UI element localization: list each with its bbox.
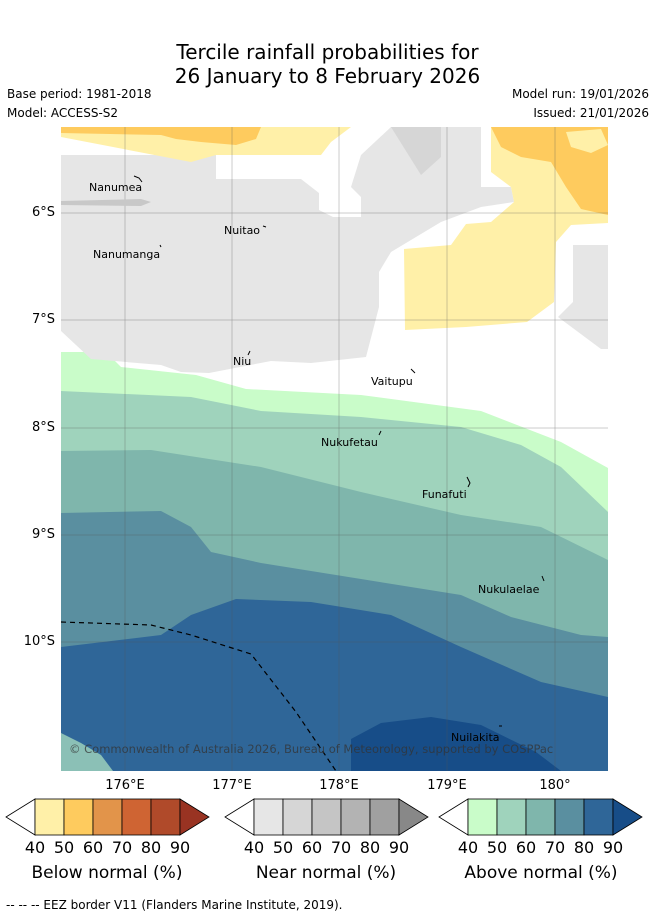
colorbar-tick: 60: [301, 838, 323, 857]
below-normal-ne3: [566, 129, 608, 153]
colorbar-below-normal: [5, 798, 210, 836]
colorbar-tick: 50: [53, 838, 75, 857]
near-normal-se: [558, 245, 608, 349]
lon-label: 178°E: [319, 778, 359, 793]
title-line-1: Tercile rainfall probabilities for: [176, 40, 479, 64]
colorbars: [5, 798, 643, 836]
colorbar-tick: 80: [359, 838, 381, 857]
colorbar-tick: 60: [515, 838, 537, 857]
lat-label: 10°S: [23, 634, 55, 649]
eez-legend: -- -- -- EEZ border V11 (Flanders Marine…: [6, 898, 343, 912]
colorbar-extend-high: [612, 798, 643, 836]
nanumea-reef: [61, 199, 151, 206]
lon-label: 176°E: [105, 778, 145, 793]
colorbar-tick: 40: [24, 838, 46, 857]
colorbar-segment: [150, 798, 181, 836]
colorbar-extend-low: [224, 798, 255, 836]
title-line-2: 26 January to 8 February 2026: [174, 64, 481, 88]
lat-label: 9°S: [31, 527, 55, 542]
colorbar-tick: 70: [330, 838, 352, 857]
colorbar-segment: [311, 798, 342, 836]
colorbar-segment: [92, 798, 123, 836]
map-title: Tercile rainfall probabilities for 26 Ja…: [0, 40, 655, 88]
colorbar-label-below: Below normal (%): [31, 863, 183, 883]
probability-map: Nanumea Nuitao Nanumanga Niu Vaitupu Nuk…: [61, 127, 608, 771]
colorbar-extend-low: [5, 798, 36, 836]
colorbar-extend-low: [438, 798, 469, 836]
island-label: Nanumanga: [93, 248, 160, 261]
colorbar-segment: [496, 798, 527, 836]
lon-label: 180°: [539, 778, 571, 793]
island-label: Nuitao: [224, 224, 260, 237]
near-normal-region: [61, 127, 514, 373]
colorbar-tick: 90: [602, 838, 624, 857]
island-marks: [133, 175, 545, 727]
issued-date: Issued: 21/01/2026: [533, 106, 649, 120]
colorbar-segment: [282, 798, 313, 836]
island-label: Nanumea: [89, 181, 142, 194]
colorbar-above-normal: [438, 798, 643, 836]
colorbar-tick: 70: [544, 838, 566, 857]
below-normal-n2: [61, 127, 261, 145]
island-label: Nukulaelae: [478, 583, 540, 596]
colorbar-tick: 50: [486, 838, 508, 857]
colorbar-label-above: Above normal (%): [464, 863, 618, 883]
colorbar-label-near: Near normal (%): [255, 863, 397, 883]
colorbar-tick: 80: [140, 838, 162, 857]
below-normal-ne: [404, 127, 608, 330]
island-label: Funafuti: [422, 488, 467, 501]
colorbar-near-normal: [224, 798, 429, 836]
colorbar-tick: 80: [573, 838, 595, 857]
above-normal-40-50-sw: [61, 733, 113, 771]
colorbar-tick: 50: [272, 838, 294, 857]
model-name: Model: ACCESS-S2: [7, 106, 119, 120]
colorbar-tick: 90: [388, 838, 410, 857]
map-canvas: Nanumea Nuitao Nanumanga Niu Vaitupu Nuk…: [61, 127, 608, 771]
lat-label: 6°S: [31, 205, 55, 220]
colorbar-extend-high: [179, 798, 210, 836]
island-label: Nuilakita: [451, 731, 500, 744]
lat-label: 7°S: [31, 312, 55, 327]
colorbar-segment: [63, 798, 94, 836]
colorbar-segment: [583, 798, 614, 836]
island-label: Niu: [233, 355, 251, 368]
base-period: Base period: 1981-2018: [7, 87, 152, 101]
copyright-watermark: © Commonwealth of Australia 2026, Bureau…: [69, 742, 553, 756]
colorbar-tick: 70: [111, 838, 133, 857]
colorbar-tick: 40: [243, 838, 265, 857]
eez-border: [61, 621, 337, 771]
above-normal-90: [351, 717, 561, 771]
colorbar-segment: [34, 798, 65, 836]
lat-label: 8°S: [31, 420, 55, 435]
lon-label: 179°E: [427, 778, 467, 793]
colorbar-segment: [525, 798, 556, 836]
colorbar-tick: 40: [457, 838, 479, 857]
colorbar-segment: [253, 798, 284, 836]
island-label: Nukufetau: [321, 436, 378, 449]
colorbar-segment: [121, 798, 152, 836]
colorbar-segment: [467, 798, 498, 836]
graticule: [61, 127, 608, 771]
colorbar-extend-high: [398, 798, 429, 836]
below-normal-n: [61, 127, 351, 162]
colorbar-segment: [554, 798, 585, 836]
near-normal-darker: [391, 127, 441, 175]
colorbar-tick: 90: [169, 838, 191, 857]
colorbar-segment: [340, 798, 371, 836]
model-run: Model run: 19/01/2026: [511, 87, 649, 101]
lon-label: 177°E: [212, 778, 252, 793]
island-label: Vaitupu: [371, 375, 413, 388]
colorbar-tick: 60: [82, 838, 104, 857]
colorbar-segment: [369, 798, 400, 836]
